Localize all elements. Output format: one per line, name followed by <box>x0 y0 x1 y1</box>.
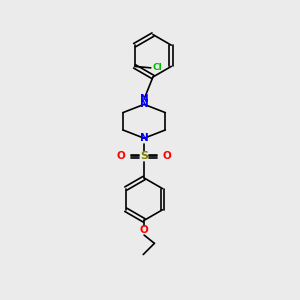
Text: N: N <box>140 133 148 143</box>
Text: O: O <box>163 152 172 161</box>
Text: S: S <box>140 152 148 161</box>
Text: Cl: Cl <box>152 63 162 72</box>
Text: O: O <box>140 225 148 235</box>
Text: O: O <box>116 152 125 161</box>
Text: N: N <box>140 94 148 104</box>
Text: N: N <box>140 99 148 110</box>
